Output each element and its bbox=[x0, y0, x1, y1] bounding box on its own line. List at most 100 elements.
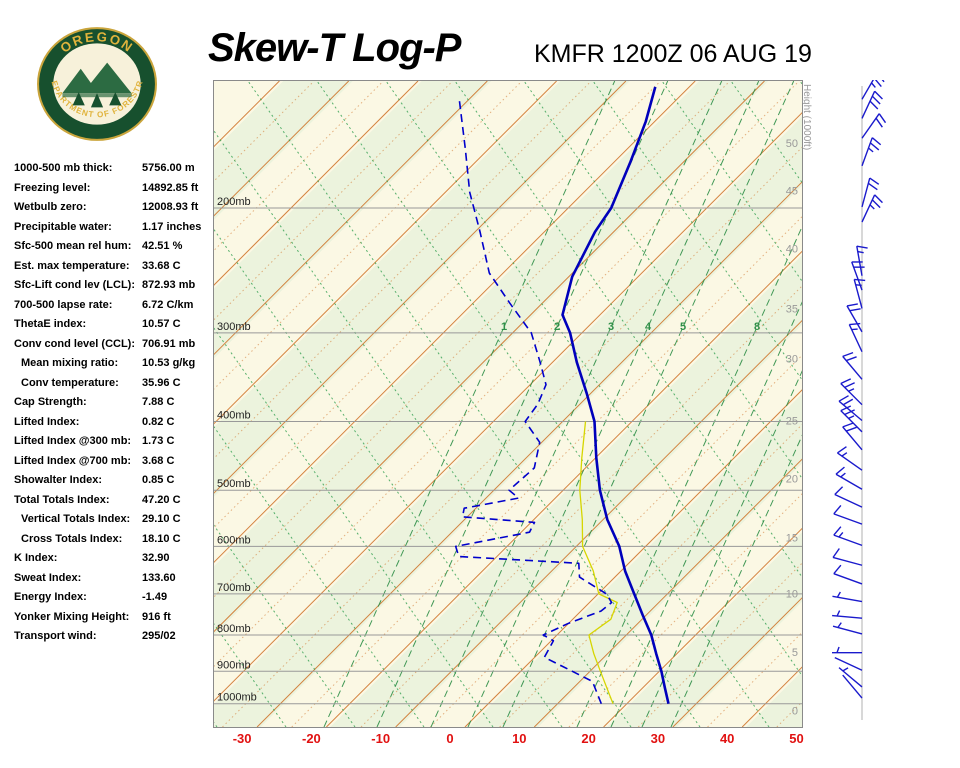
wind-barb bbox=[832, 622, 863, 635]
wind-barb bbox=[861, 113, 887, 139]
wind-barb-full-tick bbox=[833, 526, 842, 536]
wind-barb-full-tick bbox=[840, 378, 852, 385]
wind-barb-staff bbox=[832, 595, 863, 603]
wind-barb bbox=[861, 90, 883, 119]
index-row: Cap Strength: 7.88 C bbox=[14, 396, 212, 416]
pressure-label: 200mb bbox=[217, 196, 251, 208]
wind-barb-staff bbox=[832, 556, 863, 566]
index-label: Cap Strength: bbox=[14, 396, 87, 408]
wind-barb-half-tick bbox=[851, 328, 858, 331]
dry-adiabat-line bbox=[730, 81, 802, 184]
wind-barb-full-tick bbox=[834, 486, 844, 495]
index-label: K Index: bbox=[14, 552, 58, 564]
wind-barb-staff bbox=[861, 177, 871, 208]
index-value: 10.57 C bbox=[142, 318, 181, 330]
wind-barb-half-tick bbox=[855, 284, 862, 286]
wind-barb-staff bbox=[861, 113, 880, 139]
index-row: Conv cond level (CCL): 706.91 mb bbox=[14, 338, 212, 358]
index-value: 1.17 inches bbox=[142, 220, 202, 233]
x-tick-label: 50 bbox=[789, 731, 804, 746]
mixing-ratio-line bbox=[576, 225, 802, 727]
dry-adiabat-line bbox=[316, 81, 770, 727]
isotherm-minor-line bbox=[214, 81, 800, 667]
isotherm-line bbox=[326, 250, 802, 727]
mixing-ratio-line bbox=[323, 81, 616, 727]
wind-barb bbox=[840, 405, 863, 433]
isotherm-minor-line bbox=[214, 81, 384, 252]
height-axis-label: Height (1000ft) bbox=[801, 84, 812, 151]
index-row: Lifted Index @300 mb: 1.73 C bbox=[14, 435, 212, 455]
wind-barb-full-tick bbox=[881, 80, 885, 83]
mixing-ratio-line bbox=[502, 81, 795, 727]
wind-barb-full-tick bbox=[874, 80, 882, 87]
wind-barb bbox=[838, 395, 863, 422]
wind-barb-half-tick bbox=[870, 82, 876, 88]
index-label: ThetaE index: bbox=[14, 318, 87, 330]
wind-barb-full-tick bbox=[867, 182, 878, 191]
indices-panel: 1000-500 mb thick: 5756.00 m Freezing leve… bbox=[14, 162, 212, 650]
wind-barb-staff bbox=[832, 614, 863, 619]
page-title: Skew-T Log-P bbox=[208, 26, 461, 70]
x-tick-label: 40 bbox=[719, 731, 735, 746]
wind-barb bbox=[838, 667, 863, 688]
station-id-line: KMFR 1200Z 06 AUG 19 bbox=[534, 40, 812, 68]
wind-barb bbox=[861, 137, 882, 167]
wetbulb-profile bbox=[579, 421, 618, 704]
dry-adiabat-line bbox=[247, 81, 701, 727]
index-label: Total Totals Index: bbox=[14, 493, 110, 506]
wind-barb-staff bbox=[833, 573, 863, 585]
height-tick-label: 15 bbox=[786, 533, 798, 545]
index-label: 1000-500 mb thick: bbox=[14, 162, 113, 174]
wind-barb-half-tick bbox=[869, 204, 875, 210]
index-row: Energy Index: -1.49 bbox=[14, 591, 212, 611]
wind-barb-full-tick bbox=[849, 322, 861, 326]
wind-barb-full-tick bbox=[849, 308, 861, 312]
index-row: Showalter Index: 0.85 C bbox=[14, 474, 212, 494]
x-tick-label: 20 bbox=[581, 731, 596, 746]
index-label: Lifted Index @300 mb: bbox=[14, 435, 132, 447]
index-value: 0.82 C bbox=[142, 415, 175, 428]
index-value: 133.60 bbox=[142, 571, 176, 584]
mixing-ratio-label: 5 bbox=[680, 321, 686, 333]
index-row: 700-500 lapse rate: 6.72 C/km bbox=[14, 299, 212, 319]
index-value: 12008.93 ft bbox=[142, 201, 199, 213]
wind-barb-full-tick bbox=[869, 100, 879, 110]
wind-barb-half-tick bbox=[836, 591, 841, 598]
wind-barb-full-tick bbox=[833, 504, 842, 515]
x-tick-label: -10 bbox=[371, 731, 391, 746]
wind-barb bbox=[832, 591, 863, 603]
index-row: Freezing level: 14892.85 ft bbox=[14, 182, 212, 202]
index-row: Mean mixing ratio: 10.53 g/kg bbox=[14, 357, 212, 377]
wind-barb-panel bbox=[832, 80, 887, 720]
wind-barb-half-tick bbox=[857, 250, 864, 254]
x-tick-label: 0 bbox=[446, 731, 454, 746]
wind-barb bbox=[842, 422, 863, 451]
height-tick-label: 35 bbox=[786, 303, 798, 315]
wind-barb-staff bbox=[861, 90, 876, 119]
wind-barb bbox=[851, 261, 865, 291]
pressure-label: 1000mb bbox=[217, 692, 257, 704]
pressure-label: 800mb bbox=[217, 623, 251, 635]
wind-barb-full-tick bbox=[833, 564, 842, 575]
wind-barb bbox=[833, 564, 863, 585]
height-tick-label: 5 bbox=[792, 647, 798, 659]
isotherm-minor-line bbox=[291, 216, 802, 727]
index-label: Cross Totals Index: bbox=[21, 532, 123, 545]
index-label: Sfc-500 mean rel hum: bbox=[14, 240, 132, 252]
isotherm-line bbox=[256, 181, 802, 727]
isotherm-line bbox=[214, 112, 802, 702]
index-label: Est. max temperature: bbox=[14, 259, 130, 272]
logo-tree-icon bbox=[72, 92, 85, 106]
wind-barb-full-tick bbox=[842, 351, 854, 358]
index-value: 42.51 % bbox=[142, 240, 183, 252]
index-value: 14892.85 ft bbox=[142, 181, 199, 194]
wind-barb bbox=[833, 526, 863, 547]
isotherm-minor-line bbox=[214, 81, 523, 390]
wind-barb-full-tick bbox=[874, 194, 883, 204]
index-row: Vertical Totals Index: 29.10 C bbox=[14, 513, 212, 533]
wind-barb-full-tick bbox=[844, 409, 855, 416]
wind-barb bbox=[861, 194, 883, 223]
wind-barb-full-tick bbox=[846, 426, 857, 432]
index-value: 10.53 g/kg bbox=[142, 357, 196, 369]
index-value: -1.49 bbox=[142, 591, 168, 603]
